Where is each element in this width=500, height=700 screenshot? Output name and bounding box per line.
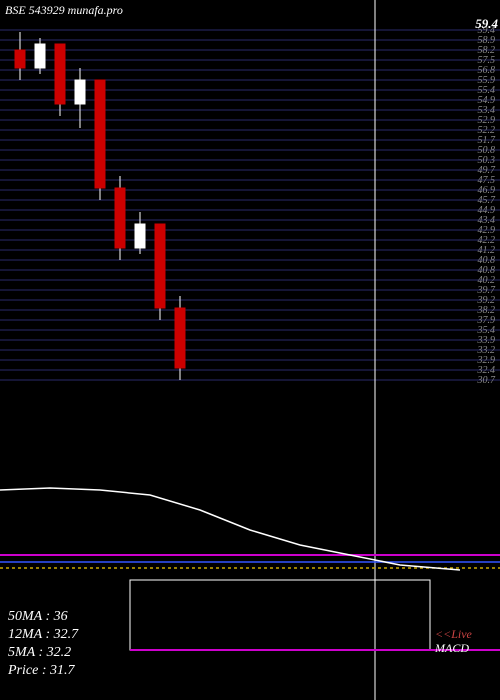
info-line: Price : 31.7 [7, 663, 75, 678]
chart-svg: 59.458.958.257.556.855.955.454.953.452.9… [0, 0, 500, 700]
info-line: 12MA : 32.7 [8, 627, 79, 642]
stock-chart: 59.458.958.257.556.855.955.454.953.452.9… [0, 0, 500, 700]
candle [135, 224, 145, 248]
current-high-label: 59.4 [475, 16, 498, 31]
macd-label: MACD [434, 641, 469, 655]
candle [115, 188, 125, 248]
candle [75, 80, 85, 104]
symbol-label: BSE 543929 munafa.pro [5, 3, 123, 17]
candle [35, 44, 45, 68]
candle [175, 308, 185, 368]
y-axis-label: 30.7 [477, 375, 497, 386]
candle [55, 44, 65, 104]
candle [15, 50, 25, 68]
info-line: 5MA : 32.2 [8, 645, 71, 660]
candle [155, 224, 165, 308]
live-label: <<Live [435, 627, 473, 641]
info-line: 50MA : 36 [8, 609, 68, 624]
candle [95, 80, 105, 188]
